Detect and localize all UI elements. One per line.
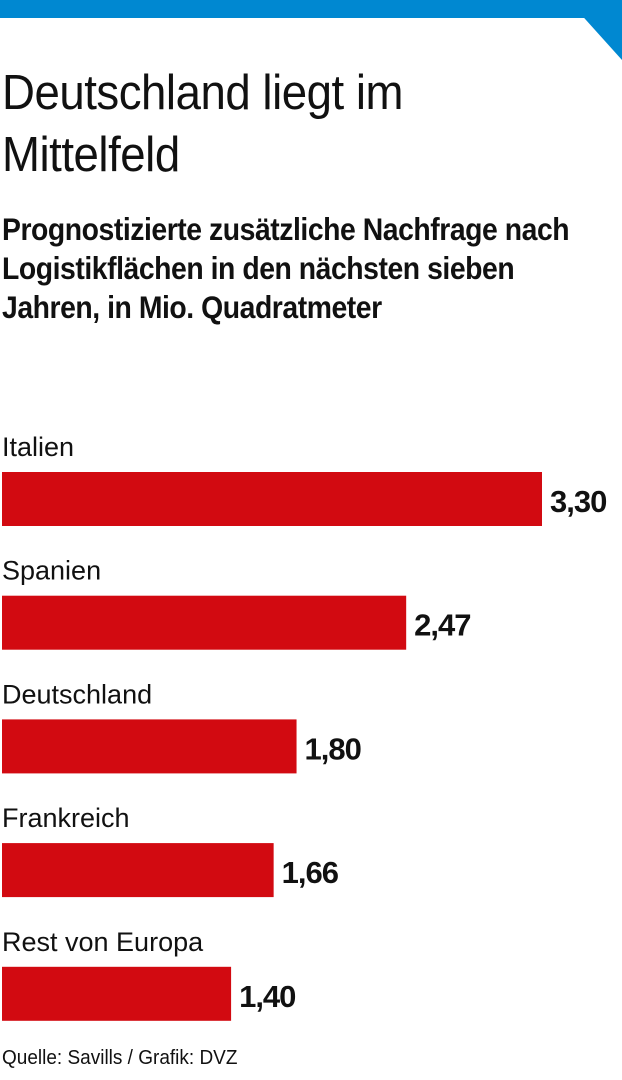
chart-subtitle: Prognostizierte zusätzliche Nachfrage na… (2, 211, 570, 325)
value-label: 1,66 (282, 855, 339, 890)
bar-chart: Italien 3,30 Spanien 2,47 Deutschland 1,80 Fra… (2, 432, 607, 1021)
category-label: Rest von Europa (2, 927, 204, 957)
bar-group: Frankreich 1,66 (2, 803, 340, 898)
category-label: Italien (2, 432, 74, 462)
value-label: 1,80 (305, 731, 361, 766)
category-label: Frankreich (2, 803, 130, 833)
source-note: Quelle: Savills / Grafik: DVZ (2, 1047, 238, 1069)
value-label: 3,30 (550, 484, 606, 519)
category-label: Spanien (2, 556, 101, 586)
bar (2, 843, 274, 898)
bar (2, 595, 407, 650)
bar (2, 472, 542, 526)
chart-title: Deutschland liegt im Mittelfeld (2, 66, 404, 182)
corner-accent (568, 0, 622, 60)
bar-group: Rest von Europa 1,40 (2, 927, 296, 1021)
value-label: 2,47 (414, 608, 470, 643)
value-label: 1,40 (239, 979, 295, 1014)
bar-group: Deutschland 1,80 (2, 679, 362, 774)
top-accent-bar (0, 0, 622, 18)
bar (2, 719, 297, 774)
bar-group: Spanien 2,47 (2, 556, 472, 650)
bar-group: Italien 3,30 (2, 432, 607, 526)
bar (2, 966, 232, 1021)
category-label: Deutschland (2, 679, 152, 709)
